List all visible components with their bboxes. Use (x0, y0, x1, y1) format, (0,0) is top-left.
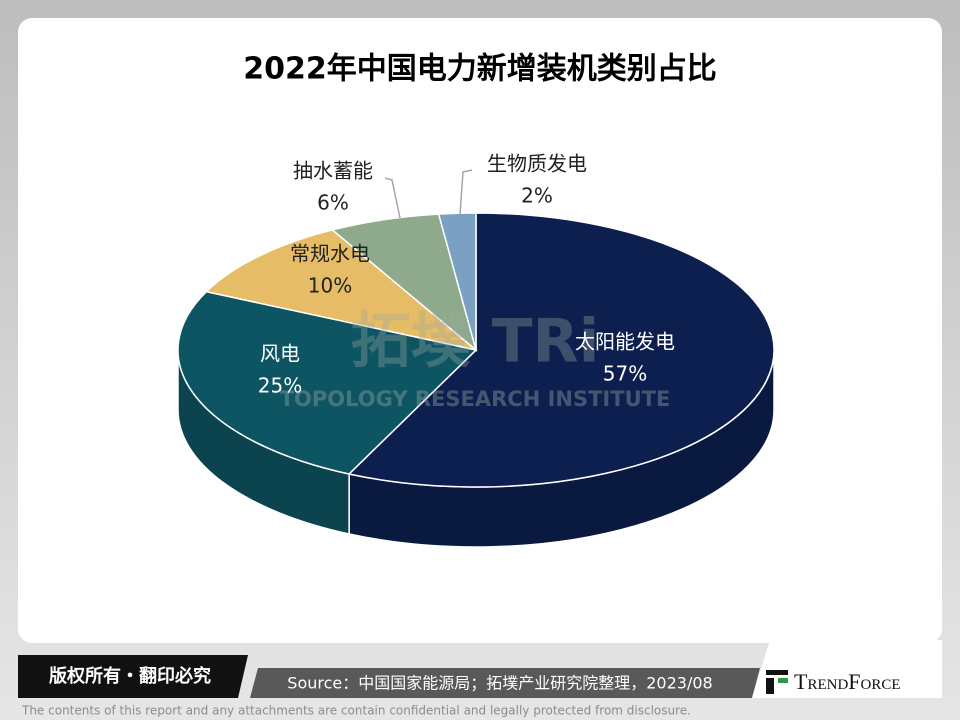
logo-band (752, 640, 942, 698)
disclaimer: The contents of this report and any atta… (21, 704, 691, 718)
logo-text: TrendForce (794, 669, 901, 694)
copyright: 版权所有・翻印必究 (49, 665, 211, 687)
slice-label: 常规水电 (290, 242, 370, 266)
labels: 太阳能发电 57% 风电 25% 常规水电 10% 抽水蓄能 6% 生物质发电 2% (258, 152, 675, 398)
leader-line (384, 177, 401, 219)
watermark-subtitle: TOPOLOGY RESEARCH INSTITUTE (280, 387, 671, 411)
pie (177, 212, 775, 548)
value-label: 25% (258, 374, 302, 398)
slice (204, 229, 477, 351)
logo-mark (766, 670, 788, 675)
source-band (250, 668, 760, 698)
copyright-band (18, 655, 248, 698)
watermark-title: 拓墣 TRi (351, 307, 600, 377)
slice (347, 212, 775, 488)
value-label: 10% (308, 274, 352, 298)
value-label: 6% (317, 191, 349, 215)
value-label: 2% (521, 184, 553, 208)
chart-title: 2022年中国电力新增装机类别占比 (243, 52, 717, 87)
logo-mark (778, 678, 788, 683)
slice-label: 生物质发电 (487, 152, 587, 176)
slice (177, 290, 478, 475)
logo-mark (766, 678, 774, 694)
value-label: 57% (603, 362, 647, 386)
source: Source：中国国家能源局；拓墣产业研究院整理，2023/08 (287, 674, 712, 693)
slice-label: 太阳能发电 (575, 330, 675, 354)
leader-line (459, 169, 473, 215)
slice-label: 风电 (260, 342, 300, 366)
slice-label: 抽水蓄能 (293, 159, 373, 183)
slice (437, 212, 477, 351)
